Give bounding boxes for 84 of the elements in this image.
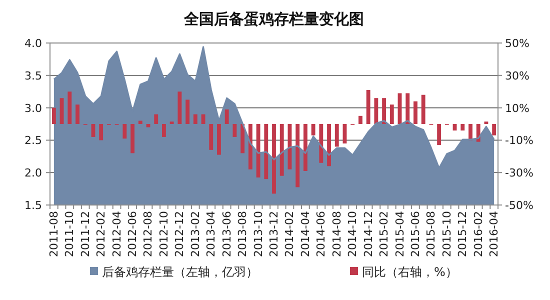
bar xyxy=(366,90,370,124)
bar xyxy=(122,124,127,139)
x-tick-label: 2011-08 xyxy=(47,211,60,257)
bar xyxy=(224,109,229,124)
bar xyxy=(217,124,221,155)
x-tick-label: 2011-12 xyxy=(78,211,92,257)
bar xyxy=(390,104,394,124)
x-tick-label: 2015-08 xyxy=(424,211,438,257)
x-tick-label: 2013-02 xyxy=(188,211,202,257)
bar xyxy=(99,124,104,140)
y-tick-label: 4.0 xyxy=(24,37,42,50)
x-tick-label: 2015-12 xyxy=(456,211,470,257)
bar xyxy=(460,124,465,130)
x-tick-label: 2012-12 xyxy=(173,211,186,257)
bar xyxy=(382,98,386,124)
legend-label: 同比（右轴，%） xyxy=(362,265,458,279)
x-tick-label: 2014-08 xyxy=(330,211,344,257)
bar xyxy=(280,124,284,176)
y-tick-label: 1.5 xyxy=(24,199,42,212)
y-tick-label: 3.0 xyxy=(24,102,42,115)
bar xyxy=(162,124,166,137)
bar xyxy=(319,124,324,163)
x-tick-label: 2016-02 xyxy=(472,211,485,257)
bar xyxy=(186,100,190,124)
bar xyxy=(358,116,362,124)
x-tick-label: 2012-08 xyxy=(142,211,155,257)
legend-label: 后备鸡存栏量（左轴，亿羽） xyxy=(102,265,258,279)
y-tick-label: 3.5 xyxy=(24,69,42,82)
x-tick-label: 2013-06 xyxy=(220,211,234,257)
bar xyxy=(76,104,80,124)
x-tick-label: 2014-10 xyxy=(346,211,360,257)
y2-tick-label: -30% xyxy=(505,166,534,180)
x-tick-label: 2015-10 xyxy=(440,211,454,257)
y-tick-label: 2.5 xyxy=(24,134,42,148)
bar xyxy=(130,124,134,154)
x-tick-label: 2012-02 xyxy=(94,211,108,257)
bar xyxy=(406,93,410,124)
y2-tick-label: -10% xyxy=(505,134,534,148)
x-tick-label: 2012-10 xyxy=(157,211,170,257)
x-tick-label: 2012-06 xyxy=(126,211,140,257)
y2-tick-label: -50% xyxy=(505,199,534,212)
x-tick-label: 2015-02 xyxy=(378,211,391,257)
bar xyxy=(138,120,142,124)
bar xyxy=(421,94,426,124)
bar xyxy=(178,92,182,124)
bar xyxy=(264,124,268,180)
bar xyxy=(248,124,252,170)
x-tick-label: 2013-04 xyxy=(204,211,218,257)
x-tick-label: 2013-12 xyxy=(268,211,280,257)
x-tick-label: 2016-04 xyxy=(488,211,501,257)
bar xyxy=(437,124,442,146)
bar xyxy=(492,124,496,136)
x-tick-label: 2012-04 xyxy=(110,211,124,257)
bar xyxy=(327,124,331,166)
bar xyxy=(311,124,316,136)
bar xyxy=(52,108,56,124)
x-tick-label: 2014-04 xyxy=(298,211,312,257)
bar xyxy=(60,98,64,124)
chart-title: 全国后备蛋鸡存栏量变化图 xyxy=(183,10,364,28)
x-tick-label: 2014-02 xyxy=(283,211,296,257)
bar xyxy=(272,124,276,194)
bar xyxy=(193,114,198,124)
y2-tick-label: 50% xyxy=(505,37,530,50)
x-tick-label: 2015-06 xyxy=(408,211,422,257)
bar xyxy=(303,124,308,171)
bar xyxy=(154,114,158,124)
x-tick-label: 2013-10 xyxy=(252,211,265,257)
y-tick-label: 2.0 xyxy=(24,166,42,180)
y2-tick-label: 30% xyxy=(505,69,530,82)
x-tick-label: 2015-04 xyxy=(393,211,406,257)
x-tick-label: 2014-06 xyxy=(314,211,328,257)
bar xyxy=(296,124,300,188)
bar xyxy=(414,101,418,124)
bar xyxy=(68,92,72,124)
x-tick-label: 2013-08 xyxy=(236,211,250,257)
x-tick-label: 2014-12 xyxy=(362,211,375,257)
bar xyxy=(240,124,245,154)
bar xyxy=(374,98,378,124)
bar xyxy=(232,124,237,137)
x-tick-label: 2011-10 xyxy=(63,211,76,257)
bar xyxy=(334,124,339,147)
y2-tick-label: 10% xyxy=(505,102,530,115)
bar xyxy=(209,124,214,150)
bar xyxy=(468,124,472,140)
